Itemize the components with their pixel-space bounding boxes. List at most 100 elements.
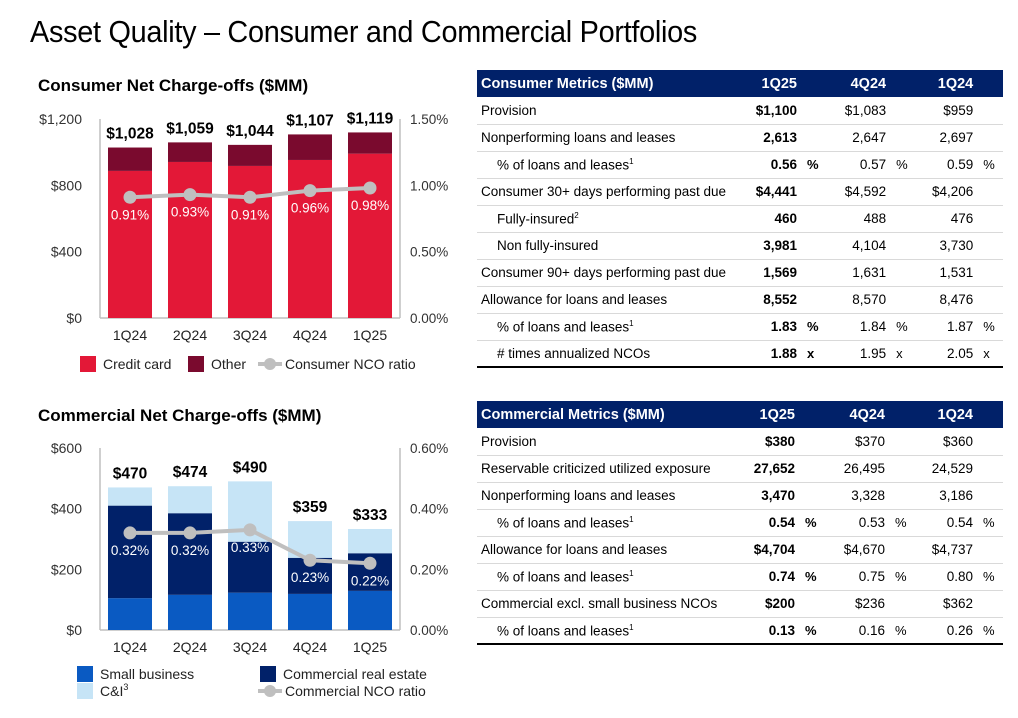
bar-other <box>108 147 152 171</box>
cell-value: 476 <box>915 205 974 233</box>
nco-ratio-point <box>243 523 257 537</box>
cell-unit: % <box>795 563 821 591</box>
cell-value: 8,552 <box>726 286 797 314</box>
cell-value: 488 <box>822 205 887 233</box>
column-spacer <box>973 401 1003 428</box>
legend-swatch <box>77 683 93 699</box>
cell-unit: % <box>797 313 823 341</box>
nco-ratio-label: 0.98% <box>351 198 389 213</box>
y-tick-label: $0 <box>66 622 82 638</box>
legend-label: Other <box>211 356 246 372</box>
cell-unit <box>973 232 1003 260</box>
cell-unit <box>797 178 823 206</box>
y-tick-label: $400 <box>51 244 82 260</box>
bar-small-business <box>288 593 332 630</box>
cell-value: $4,737 <box>915 536 973 564</box>
column-spacer <box>795 401 821 428</box>
cell-value: 1.87 <box>915 313 974 341</box>
column-spacer <box>885 401 915 428</box>
cell-unit <box>973 482 1003 510</box>
table-row: Commercial excl. small business NCOs $200… <box>477 590 1003 618</box>
cell-value: 1,631 <box>822 259 887 287</box>
nco-ratio-label: 0.32% <box>171 543 209 558</box>
cell-unit: % <box>973 313 1003 341</box>
cell-unit <box>797 232 823 260</box>
y-tick-label: $0 <box>66 310 82 326</box>
cell-value: 3,730 <box>915 232 974 260</box>
footnote-mark: 1 <box>629 318 634 328</box>
bar-other <box>348 132 392 154</box>
page-title: Asset Quality – Consumer and Commercial … <box>30 14 698 49</box>
y2-tick-label: 0.40% <box>410 502 448 517</box>
nco-ratio-point <box>183 526 197 540</box>
nco-ratio-label: 0.91% <box>231 207 269 222</box>
cell-value: 460 <box>726 205 797 233</box>
table-row: Nonperforming loans and leases 2,613 2,647… <box>477 124 1003 152</box>
cell-unit: % <box>886 151 916 179</box>
cell-unit: % <box>973 151 1003 179</box>
cell-unit: % <box>973 563 1003 591</box>
cell-unit <box>973 259 1003 287</box>
cell-unit <box>973 97 1003 125</box>
consumer-nco-chart: $0 $400 $800 $1,200 0.00% 0.50% 1.00% 1.50% $1,0… <box>39 110 448 372</box>
y-tick-label: $600 <box>51 440 82 456</box>
cell-value: $236 <box>821 590 885 618</box>
commercial-nco-chart: $0 $200 $400 $600 0.00% 0.20% 0.40% 0.60% $470 1Q… <box>51 440 448 699</box>
bar-commercial-real-estate <box>108 505 152 599</box>
table-row: # times annualized NCOs 1.88 x 1.95 x 2.05 x <box>477 340 1003 368</box>
bar-total-label: $1,044 <box>226 123 274 140</box>
column-spacer <box>973 70 1003 97</box>
bar-total-label: $490 <box>233 459 267 476</box>
cell-value: $4,670 <box>821 536 885 564</box>
cell-value: 1.88 <box>726 340 797 368</box>
cell-value: 3,186 <box>915 482 973 510</box>
nco-ratio-point <box>303 553 317 567</box>
cell-unit: x <box>797 340 823 368</box>
table-row: % of loans and leases1 0.74% 0.75% 0.80% <box>477 563 1003 591</box>
cell-unit <box>973 590 1003 618</box>
bar-small-business <box>168 594 212 630</box>
bar-c-i <box>108 487 152 506</box>
legend-point-swatch <box>264 685 276 697</box>
x-tick-label: 2Q24 <box>173 327 207 343</box>
cell-unit <box>973 286 1003 314</box>
cell-unit <box>886 205 916 233</box>
row-label: Allowance for loans and leases <box>477 286 727 314</box>
nco-ratio-label: 0.23% <box>291 570 329 585</box>
cell-value: $362 <box>915 590 973 618</box>
y-tick-label: $1,200 <box>39 111 82 127</box>
cell-unit <box>797 205 823 233</box>
bar-total-label: $1,107 <box>286 112 333 129</box>
table-title: Consumer Metrics ($MM) <box>477 70 727 97</box>
column-header: 1Q25 <box>726 70 797 97</box>
bar-total-label: $470 <box>113 465 147 482</box>
row-label: Consumer 90+ days performing past due <box>477 259 727 287</box>
nco-ratio-point <box>183 188 197 202</box>
cell-unit <box>885 536 915 564</box>
bar-small-business <box>228 592 272 630</box>
nco-ratio-point <box>123 190 137 204</box>
nco-ratio-label: 0.32% <box>111 543 149 558</box>
y2-tick-label: 0.20% <box>410 562 448 577</box>
row-label: Provision <box>477 97 727 125</box>
cell-unit: % <box>886 313 916 341</box>
cell-unit <box>797 97 823 125</box>
bar-small-business <box>108 598 152 630</box>
cell-value: 3,981 <box>726 232 797 260</box>
cell-value: 0.75 <box>821 563 885 591</box>
column-header: 1Q25 <box>723 401 795 428</box>
table-title: Commercial Metrics ($MM) <box>477 401 723 428</box>
footnote-mark: 3 <box>123 682 128 692</box>
legend-point-swatch <box>264 358 276 370</box>
cell-unit <box>886 178 916 206</box>
nco-ratio-label: 0.33% <box>231 540 269 555</box>
footnote-mark: 1 <box>629 156 634 166</box>
cell-unit <box>795 482 821 510</box>
cell-value: 0.59 <box>915 151 974 179</box>
bar-total-label: $1,059 <box>166 120 214 137</box>
bar-total-label: $359 <box>293 499 328 516</box>
x-tick-label: 1Q24 <box>113 639 147 655</box>
cell-value: 0.16 <box>821 617 885 645</box>
column-header: 1Q24 <box>915 70 974 97</box>
cell-value: $4,441 <box>726 178 797 206</box>
